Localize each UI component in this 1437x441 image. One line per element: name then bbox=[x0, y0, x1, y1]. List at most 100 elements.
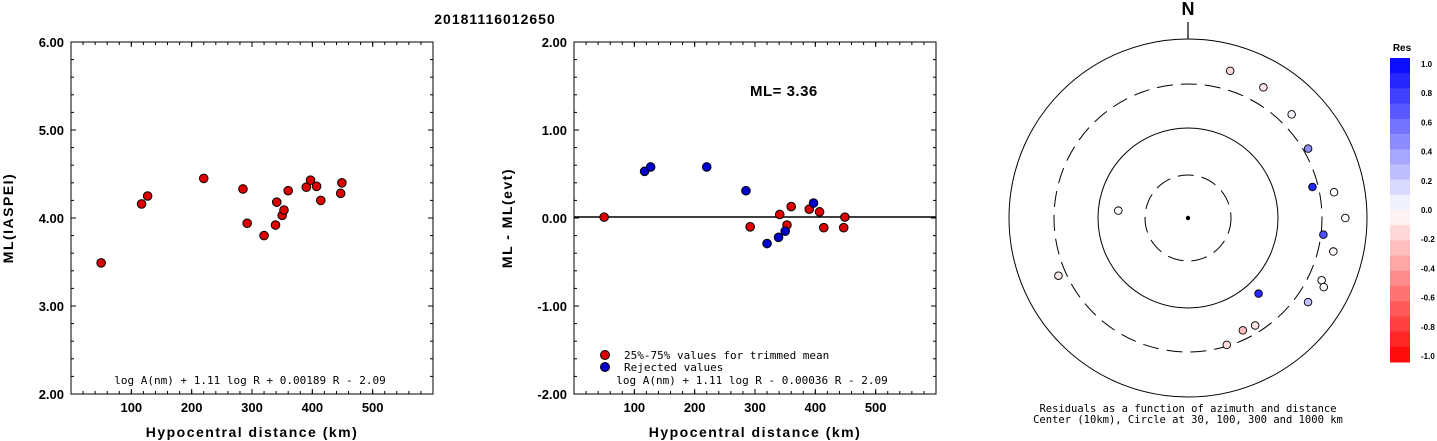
colorbar-cell bbox=[1390, 316, 1410, 333]
station-marker bbox=[1250, 321, 1260, 330]
colorbar-cell bbox=[1390, 134, 1410, 150]
y-tick-label: 2.00 bbox=[39, 387, 64, 402]
data-point bbox=[645, 162, 656, 172]
data-point bbox=[335, 188, 346, 199]
y-tick-label: 6.00 bbox=[39, 35, 64, 50]
x-tick-label: 500 bbox=[865, 400, 887, 415]
y-axis-label: ML - ML(evt) bbox=[499, 168, 515, 268]
colorbar-tick-label: 0.8 bbox=[1421, 89, 1433, 98]
data-point bbox=[808, 198, 819, 208]
data-point bbox=[780, 226, 790, 236]
formula-label: log A(nm) + 1.11 log R - 0.00036 R - 2.0… bbox=[616, 374, 888, 387]
y-axis: -2.00 -1.00 0.00 1.00 2.00 bbox=[537, 35, 936, 402]
data-point bbox=[270, 220, 281, 230]
x-tick-label: 500 bbox=[362, 400, 384, 415]
data-point bbox=[238, 184, 248, 194]
data-point bbox=[259, 230, 269, 241]
y-axis-label: ML(IASPEI) bbox=[0, 173, 16, 263]
north-label: N bbox=[1182, 0, 1195, 19]
colorbar-cell bbox=[1390, 255, 1410, 272]
station-marker bbox=[1319, 282, 1328, 292]
data-point bbox=[840, 212, 850, 222]
colorbar-cell bbox=[1390, 194, 1410, 211]
colorbar-cell bbox=[1390, 210, 1410, 226]
colorbar-ticks: 1.0 0.8 0.6 0.4 0.2 0.0 -0.2 -0.4 -0.6 -0.8 -1.0 bbox=[1421, 60, 1435, 361]
caption-line-1: Residuals as a function of azimuth and d… bbox=[1039, 403, 1336, 415]
data-point bbox=[242, 218, 252, 229]
data-point bbox=[96, 258, 106, 268]
y-tick-label: 1.00 bbox=[542, 123, 567, 138]
ring-30km bbox=[1144, 174, 1232, 262]
colorbar-title: Res bbox=[1393, 43, 1412, 54]
data-point bbox=[315, 195, 326, 206]
data-point bbox=[142, 191, 153, 201]
colorbar-tick-label: -0.2 bbox=[1421, 235, 1435, 244]
data-point bbox=[838, 222, 849, 233]
colorbar-tick-label: -0.8 bbox=[1421, 323, 1435, 332]
legend-marker-rejected bbox=[600, 362, 610, 372]
station-marker bbox=[1287, 110, 1296, 119]
station-marker bbox=[1259, 83, 1268, 92]
colorbar-cell bbox=[1390, 179, 1410, 196]
colorbar-tick-label: -0.6 bbox=[1421, 294, 1435, 303]
colorbar-cell bbox=[1390, 164, 1410, 181]
station-marker bbox=[1303, 144, 1313, 153]
data-points bbox=[599, 162, 850, 249]
colorbar-cell bbox=[1390, 225, 1410, 241]
data-point bbox=[745, 222, 755, 232]
colorbar-cell bbox=[1390, 346, 1410, 363]
colorbar-cell bbox=[1390, 58, 1410, 74]
y-tick-label: 4.00 bbox=[39, 211, 64, 226]
ml-iaspei-chart: 2.00 3.00 4.00 5.00 6.00 100 200 300 400 500 log… bbox=[0, 35, 434, 440]
y-tick-label: 5.00 bbox=[39, 123, 64, 138]
plot-frame bbox=[70, 41, 434, 395]
ring-300km bbox=[1053, 83, 1323, 353]
data-point bbox=[773, 232, 784, 243]
colorbar-tick-label: 1.0 bbox=[1421, 60, 1433, 69]
colorbar-tick-label: 0.4 bbox=[1421, 148, 1433, 157]
station-marker bbox=[1114, 206, 1123, 215]
ml-annotation: ML= 3.36 bbox=[750, 83, 818, 100]
x-tick-label: 400 bbox=[301, 400, 323, 415]
residual-polar-chart: N Residuals as a function of azimuth and… bbox=[1008, 0, 1368, 426]
station-marker bbox=[1329, 187, 1339, 197]
colorbar-cell bbox=[1390, 149, 1410, 165]
colorbar-tick-label: -1.0 bbox=[1421, 352, 1435, 361]
station-marker bbox=[1254, 289, 1263, 298]
ring-100km bbox=[1097, 127, 1279, 309]
colorbar-tick-label: 0.0 bbox=[1421, 206, 1433, 215]
formula-label: log A(nm) + 1.11 log R + 0.00189 R - 2.0… bbox=[114, 374, 386, 387]
colorbar-cell bbox=[1390, 240, 1410, 257]
data-point bbox=[762, 238, 772, 249]
x-axis: 100 200 300 400 500 bbox=[585, 42, 925, 415]
legend-label-trimmed: 25%-75% values for trimmed mean bbox=[624, 349, 829, 362]
x-tick-label: 300 bbox=[744, 400, 766, 415]
data-point bbox=[337, 178, 347, 188]
x-tick-label: 200 bbox=[181, 400, 203, 415]
y-axis: 2.00 3.00 4.00 5.00 6.00 bbox=[39, 35, 433, 402]
data-point bbox=[301, 182, 312, 192]
colorbar-cell bbox=[1390, 270, 1410, 287]
data-point bbox=[701, 162, 712, 172]
station-marker bbox=[1341, 213, 1350, 223]
colorbar-cell bbox=[1390, 286, 1410, 302]
colorbar-cells bbox=[1390, 58, 1410, 363]
data-point bbox=[818, 222, 829, 233]
legend-marker-trimmed bbox=[600, 350, 610, 360]
colorbar-tick-label: -0.4 bbox=[1421, 264, 1435, 273]
epicenter-dot bbox=[1185, 215, 1191, 221]
y-tick-label: -1.00 bbox=[537, 299, 567, 314]
data-point bbox=[741, 185, 751, 196]
station-marker bbox=[1225, 66, 1235, 76]
station-marker bbox=[1319, 230, 1328, 239]
data-point bbox=[271, 197, 282, 207]
colorbar-tick-label: 0.6 bbox=[1421, 118, 1433, 127]
residual-colorbar: Res 1.0 0.8 0.6 0.4 0.2 0.0 -0.2 -0.4 -0.6 -0.8 -1… bbox=[1390, 43, 1435, 363]
colorbar-cell bbox=[1390, 301, 1410, 317]
data-point bbox=[311, 181, 322, 192]
station-marker bbox=[1329, 247, 1338, 256]
data-point bbox=[283, 185, 294, 196]
data-point bbox=[279, 205, 289, 215]
data-point bbox=[136, 199, 147, 209]
